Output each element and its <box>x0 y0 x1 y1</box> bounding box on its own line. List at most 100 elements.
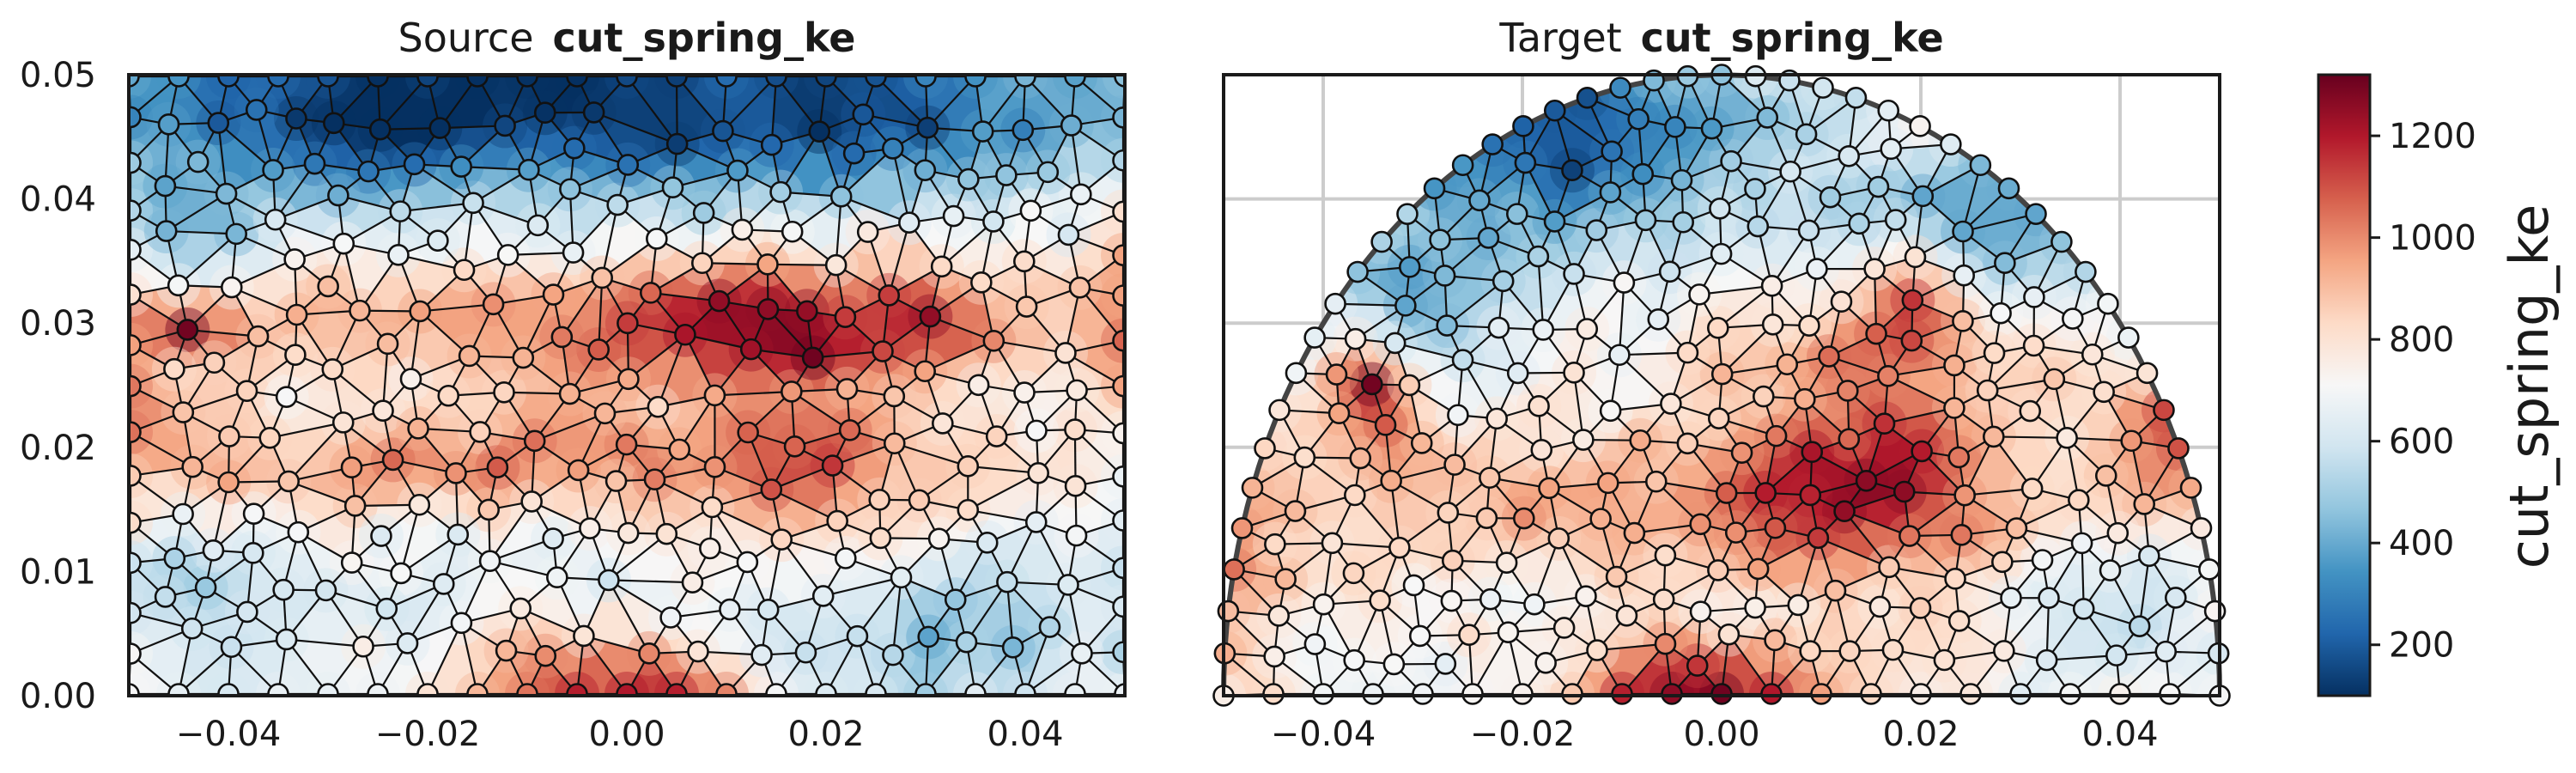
mesh-node <box>542 527 564 550</box>
mesh-node <box>409 300 431 323</box>
mesh-node <box>157 113 180 136</box>
mesh-node <box>681 571 704 593</box>
mesh-node <box>1217 600 1240 623</box>
mesh-edge <box>968 465 1039 474</box>
mesh-node <box>163 547 186 569</box>
mesh-node <box>908 489 931 512</box>
mesh-node <box>1688 283 1710 306</box>
mesh-node <box>2072 598 2095 620</box>
mesh-node <box>996 570 1018 593</box>
mesh-node <box>1479 466 1501 490</box>
mesh-node <box>1605 565 1628 588</box>
mesh-edge <box>888 222 910 296</box>
mesh-node <box>1911 440 1933 463</box>
mesh-edge <box>940 221 994 268</box>
mesh-node <box>1447 404 1469 427</box>
mesh-node <box>617 154 640 176</box>
mesh-node <box>2070 532 2093 555</box>
mesh-node <box>646 228 668 250</box>
mesh-edge <box>400 202 474 213</box>
mesh-node <box>1036 161 1060 184</box>
mesh-edge <box>1558 537 1618 578</box>
mesh-node <box>1054 342 1077 364</box>
mesh-node <box>726 159 749 182</box>
mesh-node <box>370 525 392 547</box>
mesh-node <box>1686 654 1709 677</box>
mesh-edge <box>1965 487 2032 496</box>
mesh-edge <box>1024 652 1083 695</box>
mesh-edge <box>925 641 968 695</box>
mesh-node <box>314 579 337 602</box>
mesh-edge <box>1005 521 1037 583</box>
mesh-node <box>1599 399 1622 423</box>
source-panel: Source cut_spring_ke −0.04 −0.02 0.00 0.02 0.… <box>20 15 1127 754</box>
mesh-edge <box>130 627 193 655</box>
mesh-node <box>262 159 284 181</box>
mesh-edge <box>463 203 475 271</box>
mesh-edge <box>461 165 529 171</box>
mesh-edge <box>818 131 842 198</box>
source-y-tick-label: 0.03 <box>20 304 96 344</box>
mesh-node <box>914 159 937 181</box>
mesh-edge <box>626 76 678 145</box>
mesh-node <box>2023 286 2045 308</box>
mesh-node <box>1884 209 1907 231</box>
mesh-node <box>808 120 831 143</box>
mesh-node <box>1027 461 1049 484</box>
mesh-node <box>1652 588 1675 611</box>
mesh-node <box>495 639 518 662</box>
mesh-node <box>2050 230 2073 253</box>
mesh-edge <box>1332 542 1400 549</box>
mesh-node <box>835 378 859 400</box>
colorbar-label: cut_spring_ke <box>2498 204 2561 569</box>
mesh-node <box>1429 228 1451 252</box>
mesh-node <box>1293 446 1316 469</box>
mesh-node <box>1374 414 1397 436</box>
mesh-edge <box>1758 537 1819 570</box>
mesh-node <box>1672 210 1694 234</box>
mesh-node <box>520 490 543 513</box>
mesh-node <box>285 303 308 326</box>
colorbar-tick-label: 200 <box>2389 626 2454 666</box>
mesh-edge <box>1621 642 1667 695</box>
mesh-node <box>852 103 875 126</box>
mesh-node <box>389 200 412 222</box>
mesh-edge <box>187 328 258 338</box>
mesh-node <box>1644 470 1668 493</box>
mesh-edge <box>1533 538 1560 606</box>
mesh-node <box>1953 264 1976 287</box>
mesh-node <box>340 456 363 479</box>
mesh-node <box>1001 636 1024 659</box>
mesh-edge <box>1078 287 1124 342</box>
mesh-node <box>1451 154 1474 177</box>
mesh-node <box>1492 270 1515 293</box>
mesh-node <box>1343 648 1365 672</box>
field-glow <box>1224 673 1246 696</box>
mesh-node <box>756 253 779 276</box>
mesh-node <box>1495 551 1518 574</box>
mesh-edge <box>217 122 228 194</box>
source-x-tick-label: 0.02 <box>787 715 864 754</box>
source-title: Source cut_spring_ke <box>398 15 856 61</box>
target-x-tick-label: 0.00 <box>1683 715 1759 754</box>
mesh-node <box>1654 544 1677 567</box>
mesh-node <box>582 101 605 124</box>
source-mesh-nodes <box>129 75 1125 696</box>
target-x-axis: −0.04 −0.02 0.00 0.02 0.04 <box>1271 715 2159 754</box>
mesh-node <box>1321 532 1344 555</box>
mesh-node <box>172 502 194 526</box>
mesh-node <box>2022 334 2045 357</box>
mesh-edge <box>1844 510 1890 569</box>
mesh-edge <box>325 589 364 648</box>
mesh-edge <box>1394 342 1463 362</box>
mesh-edge <box>1797 537 1820 606</box>
mesh-node <box>1057 223 1080 247</box>
mesh-node <box>163 357 185 380</box>
mesh-edge <box>1070 125 1082 195</box>
mesh-node <box>838 419 861 441</box>
mesh-node <box>327 184 349 207</box>
mesh-node <box>1893 480 1916 503</box>
mesh-edge <box>894 442 969 467</box>
mesh-node <box>1071 642 1093 665</box>
mesh-edge <box>1390 480 1400 548</box>
